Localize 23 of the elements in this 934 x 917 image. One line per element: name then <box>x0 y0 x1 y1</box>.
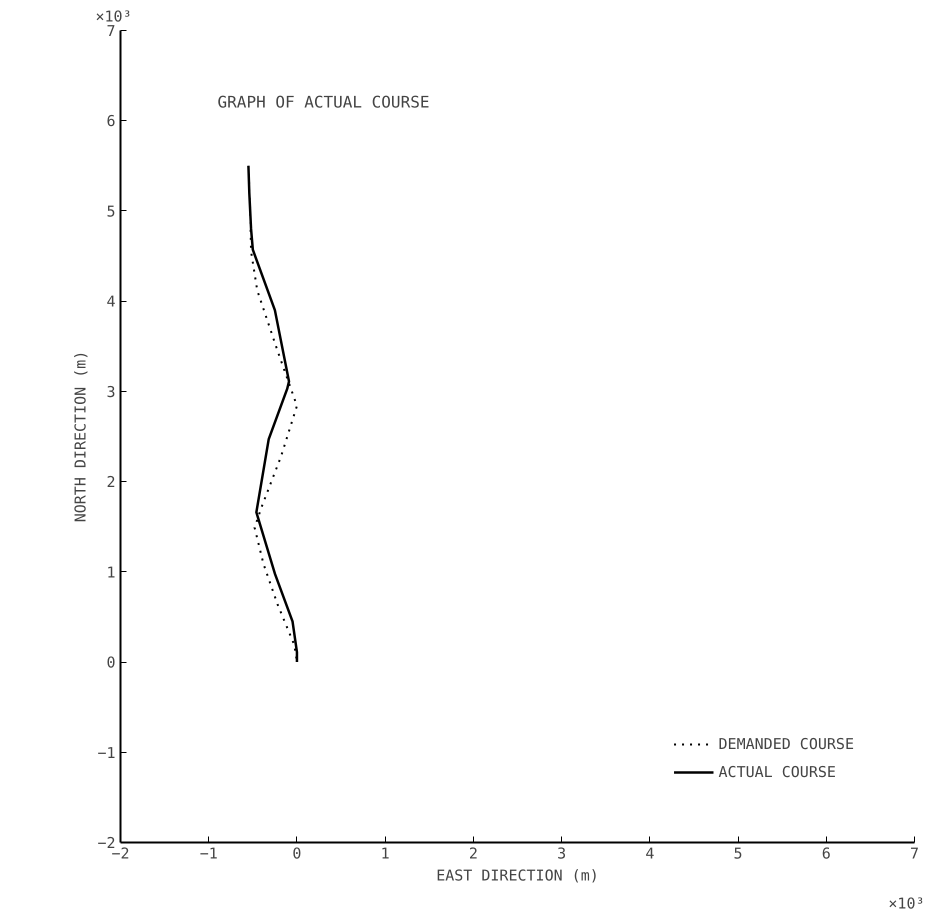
x-tick-label: −1 <box>200 844 218 862</box>
x-tick-label: 6 <box>822 844 831 862</box>
y-tick-label: 4 <box>106 292 116 311</box>
x-tick-label: 4 <box>645 844 654 862</box>
y-tick-label: 6 <box>106 112 116 130</box>
y-tick-label: 5 <box>106 202 116 220</box>
y-tick-label: 2 <box>106 473 116 492</box>
y-tick-label: 0 <box>106 654 116 672</box>
y-tick-label: 3 <box>106 382 116 401</box>
y-tick-label: 1 <box>106 563 116 582</box>
x-tick-label: 5 <box>734 844 743 862</box>
y-tick-label: −1 <box>97 744 116 762</box>
legend-label: DEMANDED COURSE <box>718 735 854 753</box>
x-axis-title: EAST DIRECTION (m) <box>436 866 599 884</box>
text: GRAPH OF ACTUAL COURSE <box>218 92 430 112</box>
x-tick-label: 7 <box>910 844 920 862</box>
x-tick-label: 3 <box>557 844 566 862</box>
x-tick-label: 0 <box>292 844 302 862</box>
legend-label: ACTUAL COURSE <box>718 763 836 781</box>
text: ×10³ <box>888 894 924 912</box>
x-tick-label: 1 <box>380 844 390 862</box>
y-axis-title: NORTH DIRECTION (m) <box>71 350 90 522</box>
x-tick-label: 2 <box>468 844 478 862</box>
